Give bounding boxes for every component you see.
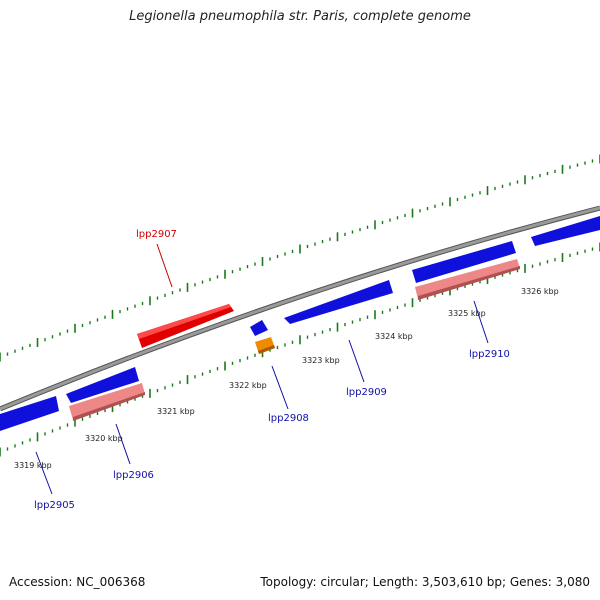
genome-backbone-highlight <box>0 206 600 411</box>
scale-label: 3324 kbp <box>375 332 413 341</box>
gene-arrow-lpp2910[interactable] <box>412 241 516 283</box>
gene-arrow-lpp2908[interactable] <box>250 320 268 336</box>
gene-label-connector <box>115 423 131 465</box>
inner-tick-track <box>0 242 600 457</box>
gene-arrow-lpp2909[interactable] <box>284 280 393 324</box>
accession-label: Accession: NC_006368 <box>9 575 146 589</box>
gene-arrow-lpp2905[interactable] <box>0 396 59 431</box>
scale-label: 3322 kbp <box>229 381 267 390</box>
gene-label-connector <box>35 451 53 495</box>
pseudo-gene-lpp2910[interactable] <box>415 259 520 299</box>
gene-label-lpp2907[interactable]: lpp2907 <box>136 229 177 240</box>
scale-label: 3319 kbp <box>14 461 52 470</box>
scale-label: 3325 kbp <box>448 309 486 318</box>
scale-label: 3320 kbp <box>85 434 123 443</box>
gene-label-lpp2906[interactable]: lpp2906 <box>113 470 154 481</box>
gene-label-connector <box>473 300 489 344</box>
gene-arrow-lpp2907[interactable] <box>137 304 234 348</box>
topology-label: Topology: circular; Length: 3,503,610 bp… <box>260 575 590 589</box>
gene-label-connector <box>156 243 173 288</box>
scale-label: 3323 kbp <box>302 356 340 365</box>
gene-label-lpp2910[interactable]: lpp2910 <box>469 349 510 360</box>
gene-arrow-next[interactable] <box>531 216 600 246</box>
pseudo-gene-lpp2906-shadow <box>73 392 145 421</box>
gene-label-lpp2909[interactable]: lpp2909 <box>346 387 387 398</box>
map-title: Legionella pneumophila str. Paris, compl… <box>129 9 471 24</box>
outer-tick-track <box>0 154 600 362</box>
gene-label-connector <box>348 339 365 383</box>
gene-arrow-lpp2907-highlight <box>137 304 231 339</box>
scale-label: 3326 kbp <box>521 287 559 296</box>
gene-label-lpp2908[interactable]: lpp2908 <box>268 413 309 424</box>
orange-gene-lpp2908-shadow <box>258 345 275 354</box>
gene-label-connector <box>271 365 289 410</box>
gene-label-lpp2905[interactable]: lpp2905 <box>34 500 75 511</box>
gene-arrow-lpp2906[interactable] <box>66 367 139 403</box>
scale-label: 3321 kbp <box>157 407 195 416</box>
genome-backbone <box>0 205 600 412</box>
pseudo-gene-lpp2906[interactable] <box>69 383 145 420</box>
pseudo-gene-lpp2910-shadow <box>418 266 520 300</box>
